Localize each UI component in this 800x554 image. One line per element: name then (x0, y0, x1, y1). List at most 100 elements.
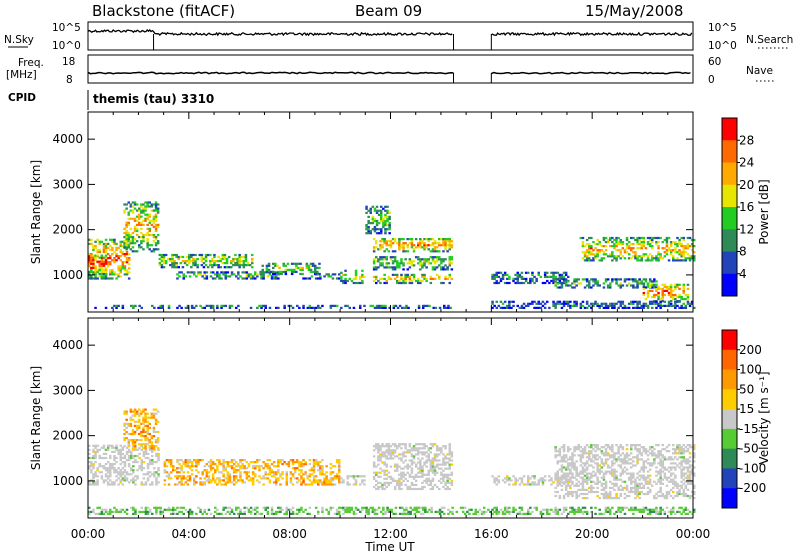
velocity-cell (293, 471, 297, 474)
power-cell (179, 255, 183, 259)
power-cell (385, 244, 388, 247)
velocity-cell (157, 448, 160, 451)
velocity-cell (377, 443, 380, 446)
velocity-cell (564, 466, 568, 469)
power-cell (680, 298, 683, 301)
power-cell (554, 302, 557, 305)
velocity-cell (247, 471, 251, 474)
power-cell (154, 213, 158, 216)
power-cell (640, 236, 643, 240)
velocity-cell (667, 458, 671, 461)
velocity-cell (638, 486, 641, 489)
velocity-cell (243, 481, 246, 484)
power-cell (158, 264, 162, 267)
velocity-cell (567, 448, 570, 451)
velocity-cell (131, 439, 135, 442)
power-cell (636, 280, 639, 283)
date-title: 15/May/2008 (585, 2, 683, 20)
ytick-label-0-1: 2000 (52, 223, 83, 237)
velocity-cell (414, 475, 418, 478)
power-scatter (88, 201, 696, 309)
power-cell (625, 284, 629, 287)
power-cell (506, 281, 509, 285)
power-cell (383, 250, 386, 253)
power-cell (669, 241, 673, 244)
power-cell (444, 238, 447, 241)
velocity-cell (323, 479, 326, 482)
velocity-cell (151, 483, 154, 486)
power-cell (632, 302, 635, 305)
power-cell (388, 306, 391, 309)
power-cell (359, 281, 362, 285)
velocity-cell (640, 486, 643, 489)
velocity-cell (115, 444, 118, 447)
power-cell (632, 284, 635, 287)
power-cell (238, 260, 241, 263)
power-cell (537, 271, 540, 274)
velocity-cell (92, 473, 95, 476)
power-cell (448, 246, 451, 249)
velocity-cell (594, 458, 597, 461)
power-cell (598, 249, 601, 252)
power-cell (104, 259, 108, 262)
power-cell (564, 280, 568, 283)
velocity-cell (235, 508, 238, 511)
power-cell (232, 257, 235, 261)
power-cell (245, 273, 249, 276)
power-cell (190, 271, 194, 274)
velocity-cell (527, 477, 530, 480)
velocity-cell (680, 470, 683, 473)
velocity-cell (686, 482, 690, 485)
velocity-cell (285, 508, 288, 511)
power-cell (674, 249, 677, 252)
power-cell (435, 260, 439, 263)
power-cell (429, 262, 433, 265)
power-cell (367, 232, 370, 235)
velocity-cell (115, 510, 118, 513)
velocity-cell (121, 467, 125, 470)
power-cell (661, 289, 664, 292)
power-cell (119, 242, 122, 245)
power-cell (274, 264, 277, 267)
power-cell (448, 244, 451, 247)
power-cell (162, 262, 166, 265)
power-cell (644, 286, 648, 289)
velocity-cell (159, 508, 162, 511)
power-cell (648, 289, 652, 292)
power-cell (412, 264, 416, 267)
velocity-cell (412, 449, 416, 452)
velocity-cell (408, 445, 412, 448)
velocity-cell (329, 467, 333, 470)
velocity-cell (684, 480, 688, 483)
power-cell (133, 225, 137, 228)
velocity-cell (433, 443, 437, 446)
power-cell (644, 298, 648, 301)
velocity-cell (138, 418, 141, 421)
power-cell (596, 253, 599, 256)
velocity-cell (402, 451, 405, 454)
velocity-cell (569, 458, 572, 461)
power-cell (193, 273, 196, 276)
velocity-cell (127, 465, 131, 468)
velocity-cell (579, 454, 583, 457)
power-cell (383, 258, 386, 261)
velocity-cell (127, 445, 130, 448)
power-cell (651, 289, 654, 292)
power-cell (323, 275, 326, 278)
power-cell (387, 240, 391, 243)
velocity-cell (279, 475, 282, 478)
power-cell (592, 257, 595, 260)
power-cell (417, 279, 420, 283)
velocity-cell (417, 453, 420, 456)
velocity-cell (621, 468, 625, 471)
power-cell (125, 244, 128, 247)
velocity-cell (144, 445, 147, 448)
power-cell (653, 295, 656, 299)
velocity-cell (291, 459, 295, 462)
velocity-cell (585, 480, 589, 483)
velocity-cell (264, 471, 267, 474)
velocity-cell (180, 469, 183, 472)
velocity-cell (630, 480, 633, 483)
power-cell (127, 238, 130, 241)
velocity-cell (119, 508, 122, 511)
